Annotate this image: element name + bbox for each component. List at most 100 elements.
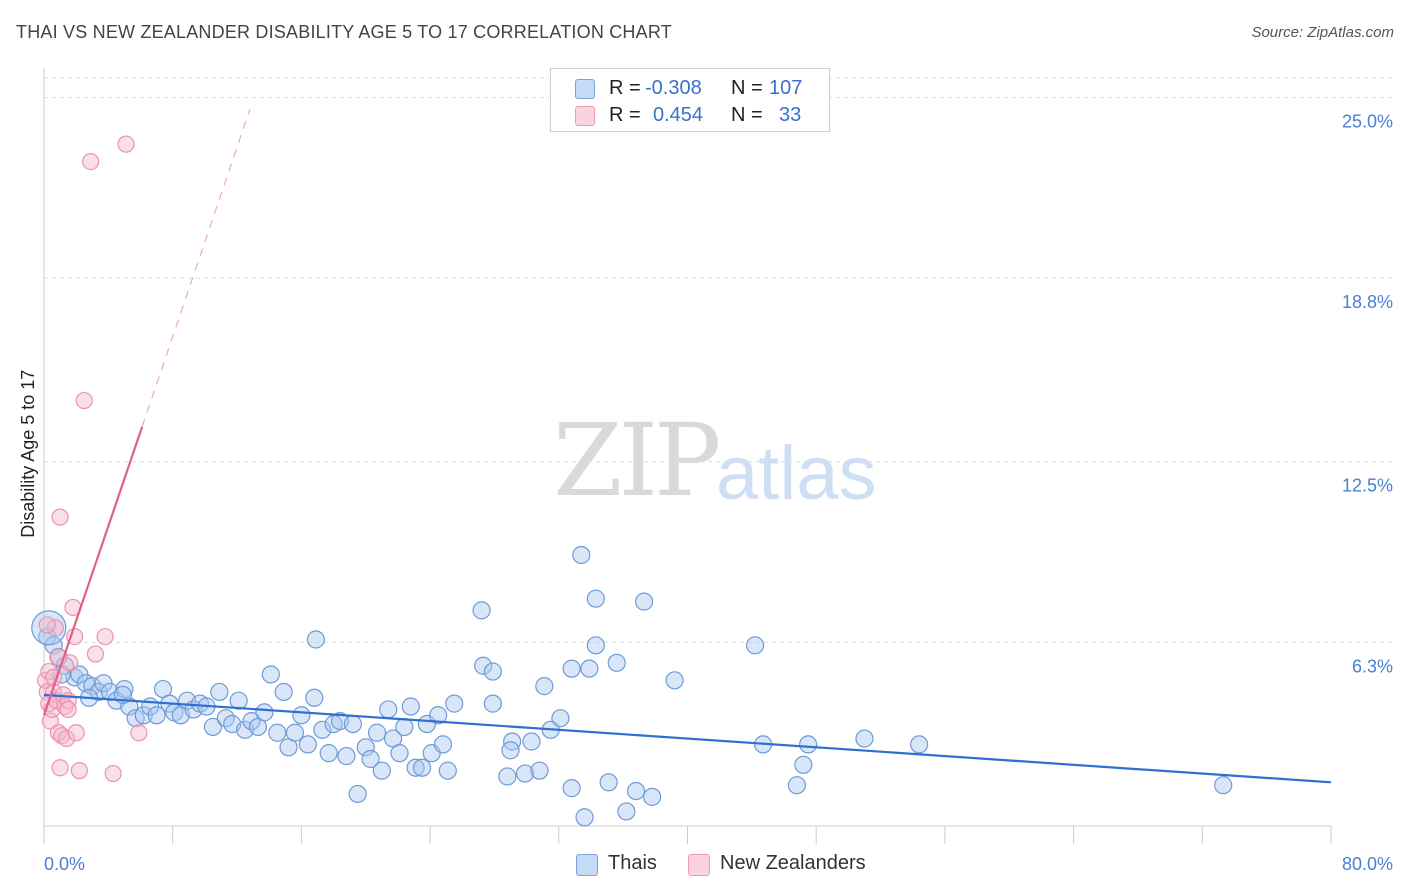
legend-r-value: -0.308 xyxy=(645,77,702,99)
thai-point xyxy=(910,735,929,754)
thai-point xyxy=(319,744,338,763)
thai-point xyxy=(268,723,287,742)
thai-point xyxy=(390,744,409,763)
thai-trend-line xyxy=(43,693,1332,784)
nz-point xyxy=(117,135,135,153)
y-tick-label: 18.8% xyxy=(1342,292,1393,312)
nz-swatch-icon xyxy=(575,106,595,126)
thai-point xyxy=(794,755,813,774)
legend-r-value: 0.454 xyxy=(653,104,704,126)
y-tick-label: 6.3% xyxy=(1352,656,1393,676)
thai-point xyxy=(203,717,223,737)
thai-point xyxy=(501,741,520,760)
thai-point xyxy=(261,665,280,684)
thai-point xyxy=(580,659,599,678)
thai-point xyxy=(643,787,662,806)
thai-point xyxy=(626,781,646,801)
thai-point xyxy=(586,589,605,608)
thai-point xyxy=(535,677,554,696)
source-label: Source: ZipAtlas.com xyxy=(1251,24,1394,41)
thai-point xyxy=(372,761,391,780)
watermark-atlas: atlas xyxy=(716,431,877,516)
legend-n-label: N = xyxy=(731,77,763,99)
nz-point xyxy=(51,759,69,777)
thai-point xyxy=(472,601,491,620)
thai-point xyxy=(474,656,493,675)
nz-point xyxy=(53,727,71,745)
thais-legend-label: Thais xyxy=(608,852,657,874)
thai-point xyxy=(745,636,765,655)
thai-point xyxy=(1214,776,1233,795)
thai-point xyxy=(530,761,549,780)
thai-point xyxy=(401,697,420,716)
thai-point xyxy=(433,735,453,754)
legend-r-label: R = xyxy=(609,77,641,99)
thai-point xyxy=(406,758,425,777)
thai-point xyxy=(551,709,570,728)
thai-point xyxy=(562,659,581,678)
nz-point xyxy=(70,762,88,780)
thai-point xyxy=(607,653,626,672)
thai-point xyxy=(31,610,67,646)
thai-point xyxy=(586,636,605,655)
thai-point xyxy=(305,688,324,707)
nz-point xyxy=(130,724,148,742)
nz-point xyxy=(75,391,93,410)
thai-point xyxy=(255,703,274,722)
thai-point xyxy=(599,773,618,792)
trend-lines xyxy=(42,108,1332,784)
y-tick-label: 25.0% xyxy=(1342,111,1393,131)
thai-point xyxy=(147,706,166,725)
legend-n-label: N = xyxy=(731,104,763,126)
y-axis-label: Disability Age 5 to 17 xyxy=(18,370,38,538)
watermark-zip: ZIP xyxy=(553,402,721,519)
thai-point xyxy=(498,767,517,786)
thai-point xyxy=(522,732,541,751)
thai-point xyxy=(799,735,818,754)
legend-r-label: R = xyxy=(609,104,641,126)
thai-point xyxy=(483,694,502,713)
thai-point xyxy=(562,779,581,798)
nz-point xyxy=(57,729,76,748)
nz-point xyxy=(51,508,69,526)
nz-point xyxy=(82,152,100,171)
thai-point xyxy=(274,682,293,702)
thai-point xyxy=(292,706,311,725)
legend-n-value: 107 xyxy=(769,77,803,99)
thais-swatch-icon xyxy=(575,79,595,99)
legend-n-value: 33 xyxy=(779,104,802,126)
thai-point xyxy=(229,691,248,710)
thai-point xyxy=(298,735,317,754)
nz-point xyxy=(59,700,77,719)
nz-point xyxy=(104,764,122,783)
nz-point xyxy=(86,645,105,663)
thai-points xyxy=(31,545,1233,827)
thai-point xyxy=(575,808,594,827)
y-tick-label: 12.5% xyxy=(1342,476,1393,496)
x-tick-label: 0.0% xyxy=(44,854,85,874)
thai-point xyxy=(438,761,457,780)
thai-point xyxy=(483,662,502,681)
thai-point xyxy=(572,545,591,565)
thai-point xyxy=(395,717,414,737)
thai-point xyxy=(348,784,367,804)
chart-title: THAI VS NEW ZEALANDER DISABILITY AGE 5 T… xyxy=(16,22,672,42)
thai-point xyxy=(367,723,387,742)
thai-point xyxy=(855,729,874,748)
nz-point xyxy=(96,627,114,646)
thai-point xyxy=(361,749,380,769)
thai-point xyxy=(313,720,332,739)
thai-point xyxy=(515,764,535,783)
nz-trend-line xyxy=(42,426,144,716)
thai-point xyxy=(634,592,654,611)
thais-legend-icon xyxy=(576,854,598,876)
thai-point xyxy=(445,694,464,713)
thai-point xyxy=(337,746,356,766)
thai-point xyxy=(665,671,684,690)
thai-point xyxy=(120,697,139,716)
stats-legend: R = -0.308 N = 107 R = 0.454 N = 33 xyxy=(550,68,830,132)
thai-point xyxy=(429,706,448,725)
nz-legend-label: New Zealanders xyxy=(720,852,866,874)
thai-point xyxy=(617,802,636,821)
